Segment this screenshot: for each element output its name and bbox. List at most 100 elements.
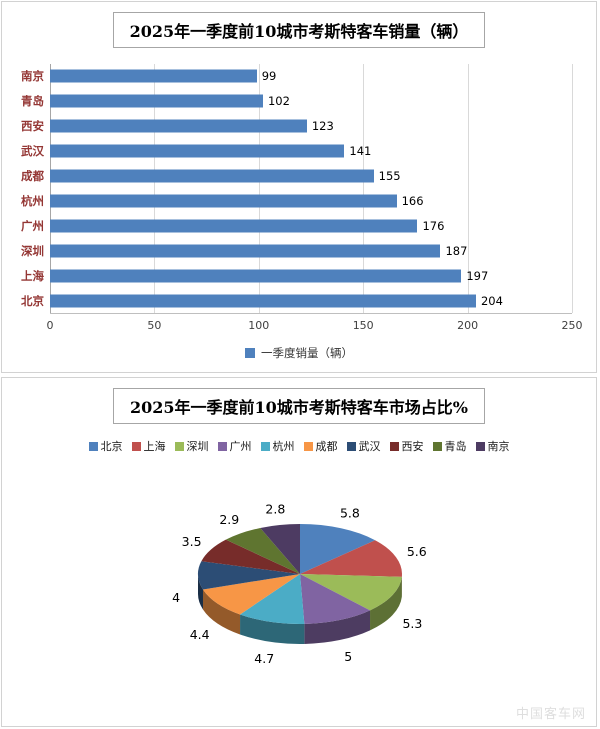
bar-成都 xyxy=(50,169,374,183)
legend-swatch xyxy=(131,441,141,451)
bar-category-label: 广州 xyxy=(21,218,44,233)
gridline xyxy=(154,64,156,313)
pie-value-label: 4.4 xyxy=(190,627,210,642)
bar-武汉 xyxy=(50,144,345,158)
gridline xyxy=(572,64,573,313)
bar-category-label: 深圳 xyxy=(21,243,44,258)
bar-legend: 一季度销量（辆） xyxy=(2,345,596,361)
bar-value-label: 197 xyxy=(466,268,489,283)
bar-上海 xyxy=(50,269,462,283)
pie-slice-成都 xyxy=(202,574,300,615)
bar-value-label: 155 xyxy=(378,169,401,184)
legend-label: 深圳 xyxy=(186,440,209,453)
bar-legend-swatch xyxy=(245,348,255,358)
bar-category-label: 青岛 xyxy=(21,94,44,109)
bar-category-label: 西安 xyxy=(21,119,44,134)
legend-label: 西安 xyxy=(401,440,424,453)
pie-legend-item-广州: 广州 xyxy=(217,438,252,454)
pie-legend-item-南京: 南京 xyxy=(475,438,510,454)
legend-label: 青岛 xyxy=(444,440,467,453)
pie-legend-item-青岛: 青岛 xyxy=(432,438,467,454)
pie-value-label: 4.7 xyxy=(254,651,274,666)
pie-value-label: 5.3 xyxy=(402,616,422,631)
bar-value-label: 176 xyxy=(422,218,445,233)
pie-slice-side xyxy=(370,576,402,631)
bar-value-label: 204 xyxy=(480,293,503,308)
bar-北京 xyxy=(50,294,476,308)
bar-value-label: 99 xyxy=(261,69,277,84)
pie-slice-深圳 xyxy=(300,574,402,611)
legend-label: 广州 xyxy=(229,440,252,453)
pie-chart-panel: 2025年一季度前10城市考斯特客车市场占比% 北京 上海 深圳 广州 杭州 成都 武汉 西安… xyxy=(1,377,597,727)
pie-value-label: 2.9 xyxy=(219,512,239,527)
bar-category-labels: 南京青岛西安武汉成都杭州广州深圳上海北京 xyxy=(6,64,46,313)
bar-chart-panel: 2025年一季度前10城市考斯特客车销量（辆） 南京青岛西安武汉成都杭州广州深圳… xyxy=(1,1,597,373)
legend-label: 上海 xyxy=(143,440,166,453)
legend-swatch xyxy=(475,441,485,451)
legend-label: 南京 xyxy=(487,440,510,453)
legend-swatch xyxy=(88,441,98,451)
legend-swatch xyxy=(260,441,270,451)
pie-slice-side xyxy=(240,614,305,644)
x-tick-label: 100 xyxy=(248,319,270,332)
bar-category-label: 成都 xyxy=(21,169,44,184)
bar-value-label: 102 xyxy=(267,94,290,109)
pie-value-label: 2.8 xyxy=(265,501,285,516)
bar-青岛 xyxy=(50,94,263,108)
pie-slice-side xyxy=(198,574,203,610)
x-tick-label: 50 xyxy=(147,319,162,332)
pie-slice-杭州 xyxy=(240,574,305,624)
bar-category-label: 南京 xyxy=(21,69,44,84)
legend-swatch xyxy=(303,441,313,451)
pie-slice-武汉 xyxy=(198,561,300,590)
pie-slice-side xyxy=(304,610,371,644)
legend-swatch xyxy=(174,441,184,451)
bar-西安 xyxy=(50,119,307,133)
x-tick-label: 0 xyxy=(46,319,54,332)
bar-value-label: 187 xyxy=(445,243,468,258)
pie-legend: 北京 上海 深圳 广州 杭州 成都 武汉 西安 青岛 南京 xyxy=(2,438,596,454)
pie-value-label: 5 xyxy=(344,649,352,664)
legend-swatch xyxy=(389,441,399,451)
bar-category-label: 上海 xyxy=(21,268,44,283)
bar-南京 xyxy=(50,69,257,83)
pie-legend-item-武汉: 武汉 xyxy=(346,438,381,454)
bar-杭州 xyxy=(50,194,397,208)
bar-plot: 0 50 100 150 200 250 99 102 123 141 155 166 176 187 19… xyxy=(47,64,583,332)
bar-深圳 xyxy=(50,244,441,258)
bar-category-label: 杭州 xyxy=(21,193,44,208)
bar-广州 xyxy=(50,219,418,233)
pie-value-label: 5.6 xyxy=(407,544,427,559)
pie-legend-item-西安: 西安 xyxy=(389,438,424,454)
pie-legend-item-成都: 成都 xyxy=(303,438,338,454)
gridline xyxy=(258,64,260,313)
watermark: 中国客车网 xyxy=(515,707,586,722)
pie-slice-南京 xyxy=(260,524,300,574)
bar-category-label: 北京 xyxy=(21,293,44,308)
pie-slice-北京 xyxy=(300,524,376,574)
legend-label: 成都 xyxy=(315,440,338,453)
gridline xyxy=(467,64,469,313)
x-tick-label: 150 xyxy=(352,319,374,332)
legend-swatch xyxy=(346,441,356,451)
pie-legend-item-杭州: 杭州 xyxy=(260,438,295,454)
pie-slice-上海 xyxy=(300,540,402,577)
bar-value-label: 141 xyxy=(349,144,372,159)
pie-chart-title: 2025年一季度前10城市考斯特客车市场占比% xyxy=(112,388,485,424)
x-tick-label: 250 xyxy=(561,319,583,332)
pie-legend-item-上海: 上海 xyxy=(131,438,166,454)
pie-legend-item-深圳: 深圳 xyxy=(174,438,209,454)
bar-category-label: 武汉 xyxy=(21,144,44,159)
pie-value-label: 5.8 xyxy=(340,506,360,521)
pie-legend-item-北京: 北京 xyxy=(88,438,123,454)
bar-value-label: 123 xyxy=(311,119,334,134)
bar-chart-title: 2025年一季度前10城市考斯特客车销量（辆） xyxy=(112,12,486,48)
gridline xyxy=(50,64,51,313)
legend-label: 武汉 xyxy=(358,440,381,453)
pie-chart-svg: 5.8 5.6 5.3 5 4.7 4.4 4 3.5 2.9 2.8 xyxy=(172,501,427,666)
pie-slice-西安 xyxy=(201,539,300,574)
pie-slice-side xyxy=(202,589,241,635)
legend-label: 杭州 xyxy=(272,440,295,453)
legend-swatch xyxy=(432,441,442,451)
gridline xyxy=(363,64,365,313)
